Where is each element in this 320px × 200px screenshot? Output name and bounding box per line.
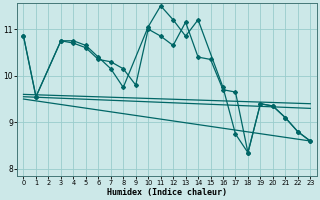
X-axis label: Humidex (Indice chaleur): Humidex (Indice chaleur) (107, 188, 227, 197)
